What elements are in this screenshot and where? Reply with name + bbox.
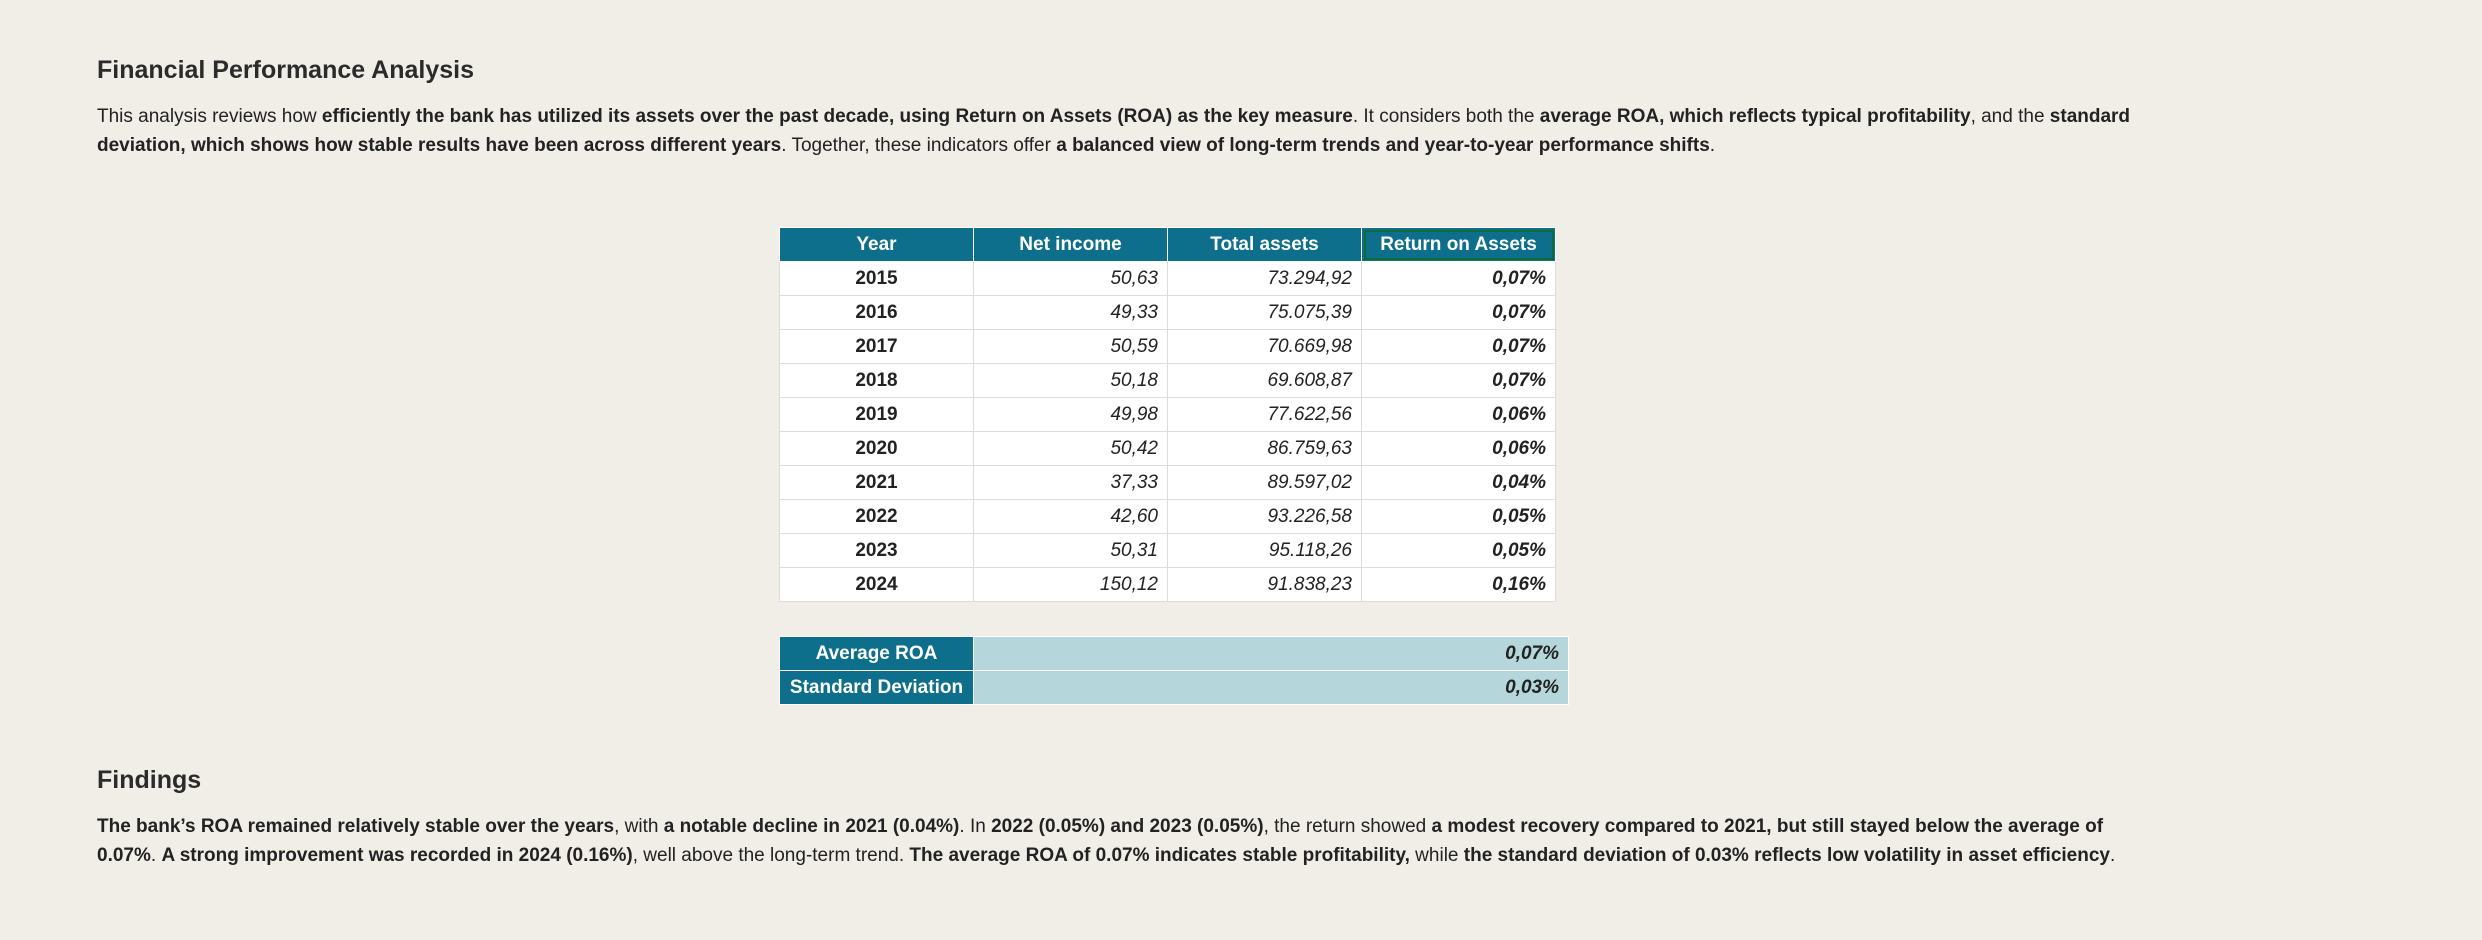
year-cell[interactable]: 2017 <box>779 329 974 364</box>
roa-table: Year Net income Total assets Return on A… <box>779 227 1556 602</box>
table-row: 2022 42,60 93.226,58 0,05% <box>779 499 1556 534</box>
summary-row-average: Average ROA 0,07% <box>779 636 1569 671</box>
text-segment: . It considers both the <box>1352 106 1540 127</box>
text-segment: . <box>1709 135 1716 156</box>
year-cell[interactable]: 2018 <box>779 363 974 398</box>
year-cell[interactable]: 2021 <box>779 465 974 500</box>
header-total-assets[interactable]: Total assets <box>1167 227 1362 262</box>
table-row: 2017 50,59 70.669,98 0,07% <box>779 329 1556 364</box>
text-segment: . In <box>959 816 992 837</box>
roa-cell[interactable]: 0,06% <box>1361 431 1556 466</box>
table-row: 2019 49,98 77.622,56 0,06% <box>779 397 1556 432</box>
text-segment: while <box>1409 845 1464 866</box>
table-row: 2021 37,33 89.597,02 0,04% <box>779 465 1556 500</box>
header-year[interactable]: Year <box>779 227 974 262</box>
summary-row-stddev: Standard Deviation 0,03% <box>779 670 1569 705</box>
net-income-cell[interactable]: 150,12 <box>973 567 1168 602</box>
table-row: 2018 50,18 69.608,87 0,07% <box>779 363 1556 398</box>
total-assets-cell[interactable]: 75.075,39 <box>1167 295 1362 330</box>
summary-table: Average ROA 0,07% Standard Deviation 0,0… <box>779 636 1569 705</box>
year-cell[interactable]: 2023 <box>779 533 974 568</box>
text-segment: . <box>2109 845 2116 866</box>
net-income-cell[interactable]: 42,60 <box>973 499 1168 534</box>
text-segment: , with <box>614 816 664 837</box>
text-segment: a balanced view of long-term trends and … <box>1056 135 1710 156</box>
table-row: 2024 150,12 91.838,23 0,16% <box>779 567 1556 602</box>
header-net-income[interactable]: Net income <box>973 227 1168 262</box>
roa-cell[interactable]: 0,07% <box>1361 363 1556 398</box>
net-income-cell[interactable]: 50,42 <box>973 431 1168 466</box>
intro-paragraph: This analysis reviews how efficiently th… <box>97 102 2147 160</box>
text-segment: a modest recovery compared to 2021, but … <box>97 816 2104 866</box>
table-row: 2016 49,33 75.075,39 0,07% <box>779 295 1556 330</box>
text-segment: efficiently the bank has utilized its as… <box>321 106 1353 127</box>
year-cell[interactable]: 2020 <box>779 431 974 466</box>
year-cell[interactable]: 2015 <box>779 261 974 296</box>
net-income-cell[interactable]: 49,98 <box>973 397 1168 432</box>
total-assets-cell[interactable]: 77.622,56 <box>1167 397 1362 432</box>
roa-cell[interactable]: 0,16% <box>1361 567 1556 602</box>
text-segment: , the return showed <box>1263 816 1432 837</box>
text-segment: The bank’s ROA remained relatively stabl… <box>97 816 615 837</box>
net-income-cell[interactable]: 37,33 <box>973 465 1168 500</box>
roa-cell[interactable]: 0,04% <box>1361 465 1556 500</box>
roa-cell[interactable]: 0,06% <box>1361 397 1556 432</box>
text-segment: 2022 (0.05%) and 2023 (0.05%) <box>991 816 1264 837</box>
net-income-cell[interactable]: 49,33 <box>973 295 1168 330</box>
text-segment: the standard deviation of 0.03% reflects… <box>1463 845 2110 866</box>
std-dev-label[interactable]: Standard Deviation <box>779 670 974 705</box>
text-segment: average ROA, which reflects typical prof… <box>1539 106 1971 127</box>
year-cell[interactable]: 2019 <box>779 397 974 432</box>
findings-paragraph: The bank’s ROA remained relatively stabl… <box>97 812 2147 870</box>
text-segment: The average ROA of 0.07% indicates stabl… <box>909 845 1410 866</box>
std-dev-value[interactable]: 0,03% <box>973 670 1569 705</box>
year-cell[interactable]: 2016 <box>779 295 974 330</box>
total-assets-cell[interactable]: 91.838,23 <box>1167 567 1362 602</box>
roa-cell[interactable]: 0,07% <box>1361 329 1556 364</box>
net-income-cell[interactable]: 50,63 <box>973 261 1168 296</box>
page-title: Financial Performance Analysis <box>97 56 475 84</box>
total-assets-cell[interactable]: 95.118,26 <box>1167 533 1362 568</box>
header-return-on-assets[interactable]: Return on Assets <box>1361 227 1556 262</box>
average-roa-label[interactable]: Average ROA <box>779 636 974 671</box>
text-segment: , well above the long-term trend. <box>632 845 910 866</box>
text-segment: . <box>150 845 162 866</box>
total-assets-cell[interactable]: 89.597,02 <box>1167 465 1362 500</box>
roa-cell[interactable]: 0,07% <box>1361 261 1556 296</box>
year-cell[interactable]: 2022 <box>779 499 974 534</box>
year-cell[interactable]: 2024 <box>779 567 974 602</box>
text-segment: . Together, these indicators offer <box>781 135 1057 156</box>
text-segment: A strong improvement was recorded in 202… <box>161 845 633 866</box>
text-segment: a notable decline in 2021 (0.04%) <box>663 816 960 837</box>
table-row: 2015 50,63 73.294,92 0,07% <box>779 261 1556 296</box>
findings-title: Findings <box>97 766 202 794</box>
table-row: 2020 50,42 86.759,63 0,06% <box>779 431 1556 466</box>
text-segment: , and the <box>1970 106 2050 127</box>
total-assets-cell[interactable]: 69.608,87 <box>1167 363 1362 398</box>
total-assets-cell[interactable]: 70.669,98 <box>1167 329 1362 364</box>
average-roa-value[interactable]: 0,07% <box>973 636 1569 671</box>
table-header-row: Year Net income Total assets Return on A… <box>779 227 1556 262</box>
roa-cell[interactable]: 0,07% <box>1361 295 1556 330</box>
total-assets-cell[interactable]: 73.294,92 <box>1167 261 1362 296</box>
total-assets-cell[interactable]: 93.226,58 <box>1167 499 1362 534</box>
net-income-cell[interactable]: 50,59 <box>973 329 1168 364</box>
net-income-cell[interactable]: 50,31 <box>973 533 1168 568</box>
roa-cell[interactable]: 0,05% <box>1361 499 1556 534</box>
table-row: 2023 50,31 95.118,26 0,05% <box>779 533 1556 568</box>
roa-cell[interactable]: 0,05% <box>1361 533 1556 568</box>
net-income-cell[interactable]: 50,18 <box>973 363 1168 398</box>
text-segment: This analysis reviews how <box>97 106 322 127</box>
total-assets-cell[interactable]: 86.759,63 <box>1167 431 1362 466</box>
text-segment: standard deviation, which shows how stab… <box>97 106 2131 156</box>
